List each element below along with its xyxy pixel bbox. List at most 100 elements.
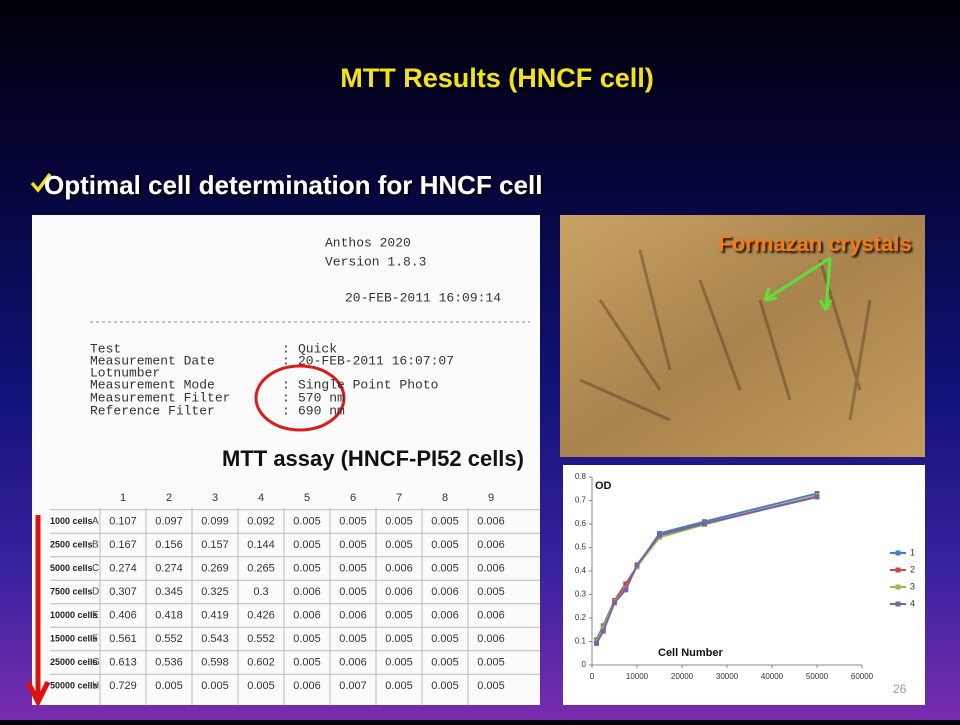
table-cell: 0.005: [201, 680, 229, 692]
table-cell: 0.006: [293, 680, 321, 692]
y-tick-label: 0: [582, 660, 587, 669]
table-cell: 0.005: [477, 586, 505, 598]
field-separator: :: [282, 353, 290, 368]
y-tick-label: 0.2: [575, 613, 587, 622]
y-tick-label: 0.5: [575, 543, 587, 552]
series-marker: [623, 581, 629, 587]
field-value: 570 nm: [298, 390, 345, 405]
row-letter: F: [92, 634, 98, 645]
row-letter: H: [92, 681, 99, 692]
table-cell: 0.552: [155, 633, 183, 645]
x-tick-label: 0: [590, 672, 595, 681]
row-label: 7500 cells: [50, 586, 93, 596]
field-separator: :: [282, 341, 290, 356]
table-cell: 0.006: [477, 633, 505, 645]
table-cell: 0.099: [201, 515, 229, 527]
table-cell: 0.144: [247, 539, 275, 551]
y-tick-label: 0.6: [575, 519, 587, 528]
field-separator: :: [282, 390, 290, 405]
table-cell: 0.006: [477, 609, 505, 621]
table-cell: 0.325: [201, 586, 229, 598]
arrow-heads: [763, 287, 833, 311]
table-cell: 0.156: [155, 539, 183, 551]
legend-marker: [895, 567, 901, 573]
table-cell: 0.005: [293, 562, 321, 574]
table-cell: 0.426: [247, 609, 275, 621]
table-cell: 0.007: [339, 680, 367, 692]
table-cell: 0.561: [109, 633, 137, 645]
y-tick-label: 0.3: [575, 590, 587, 599]
legend-marker: [895, 550, 901, 556]
table-cell: 0.005: [155, 680, 183, 692]
scan-header: 20-FEB-2011 16:09:14: [345, 290, 501, 305]
scan-header: Version 1.8.3: [325, 254, 426, 269]
table-cell: 0.265: [247, 562, 275, 574]
table-cell: 0.006: [477, 539, 505, 551]
table-cell: 0.005: [339, 539, 367, 551]
y-axis-label: OD: [595, 480, 612, 492]
table-cell: 0.006: [293, 586, 321, 598]
slide-title: MTT Results (HNCF cell): [340, 63, 654, 93]
table-cell: 0.274: [109, 562, 137, 574]
check-icon: [30, 172, 52, 193]
table-column: 1: [120, 492, 126, 504]
legend-marker: [895, 601, 901, 607]
x-tick-label: 20000: [671, 672, 694, 681]
field-value: Quick: [298, 341, 337, 356]
table-cell: 0.005: [293, 656, 321, 668]
table-column: 4: [258, 492, 264, 504]
table-cell: 0.006: [339, 609, 367, 621]
table-cell: 0.005: [385, 515, 413, 527]
row-letter: D: [92, 587, 99, 598]
table-cell: 0.005: [339, 515, 367, 527]
y-tick-label: 0.8: [575, 472, 587, 481]
row-letter: A: [92, 516, 99, 527]
table-cell: 0.552: [247, 633, 275, 645]
table-cell: 0.602: [247, 656, 275, 668]
photo-label: Formazan crystals: [718, 231, 911, 256]
row-label: 50000 cells: [50, 680, 98, 690]
table-cell: 0.005: [431, 539, 459, 551]
table-cell: 0.3: [253, 586, 268, 598]
series-marker: [814, 494, 820, 500]
table-cell: 0.005: [431, 633, 459, 645]
legend-label: 1: [910, 547, 915, 557]
table-cell: 0.005: [385, 633, 413, 645]
table-cell: 0.005: [339, 586, 367, 598]
row-label: 5000 cells: [50, 563, 93, 573]
field-label: Measurement Filter: [90, 390, 230, 405]
table-column: 9: [488, 492, 494, 504]
table-column: 6: [350, 492, 356, 504]
row-letter: G: [92, 657, 100, 668]
table-cell: 0.005: [293, 539, 321, 551]
series-marker: [600, 628, 606, 634]
row-letter: B: [92, 540, 99, 551]
series-marker: [623, 587, 629, 593]
table-cell: 0.269: [201, 562, 229, 574]
table-column: 7: [396, 492, 402, 504]
row-label: 25000 cells: [50, 657, 98, 667]
series-marker: [657, 532, 662, 538]
table-cell: 0.005: [293, 633, 321, 645]
table-cell: 0.536: [155, 656, 183, 668]
table-cell: 0.307: [109, 586, 137, 598]
photo-texture: [579, 249, 872, 422]
table-cell: 0.613: [109, 656, 137, 668]
micro-photo: [560, 215, 925, 457]
table-cell: 0.005: [431, 562, 459, 574]
table-column: 5: [304, 492, 310, 504]
legend-label: 4: [910, 598, 915, 608]
table-cell: 0.005: [385, 656, 413, 668]
series-marker: [600, 625, 606, 631]
series-marker: [594, 640, 599, 646]
table-cell: 0.729: [109, 680, 137, 692]
table-cell: 0.005: [385, 539, 413, 551]
red-arrow: [25, 515, 51, 708]
table-cell: 0.005: [431, 680, 459, 692]
table-cell: 0.005: [385, 680, 413, 692]
row-label: 1000 cells: [50, 516, 93, 526]
table-cell: 0.097: [155, 515, 183, 527]
table-cell: 0.006: [431, 586, 459, 598]
